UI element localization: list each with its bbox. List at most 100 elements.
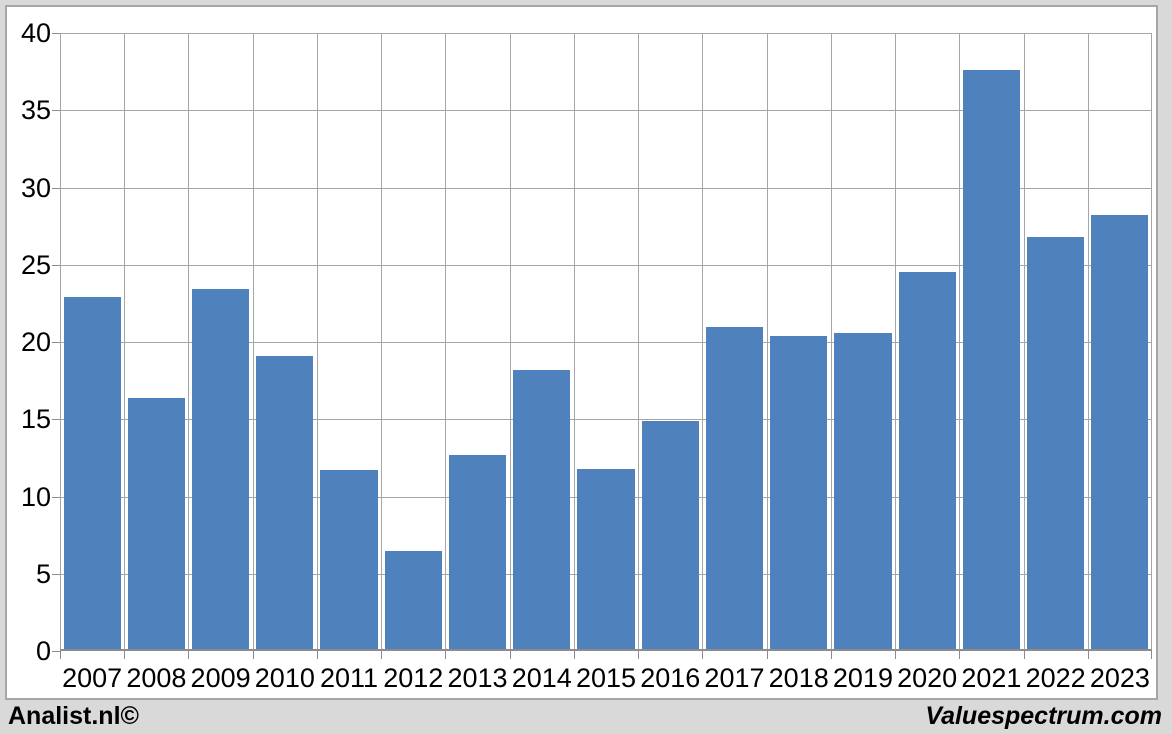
x-tick-15: [1023, 651, 1025, 659]
x-axis-label-2020: 2020: [897, 663, 958, 693]
bar-2007: [63, 297, 121, 651]
y-tick-25: [52, 264, 60, 266]
bar-2020: [898, 272, 956, 651]
x-tick-0: [60, 651, 61, 659]
y-axis-label-30: 30: [20, 172, 51, 203]
gridline-x-17: [1151, 33, 1152, 651]
bar-2014: [513, 369, 571, 651]
gridline-x-13: [895, 33, 897, 651]
x-tick-6: [445, 651, 447, 659]
bar-2012: [384, 550, 442, 651]
gridline-x-14: [959, 33, 961, 651]
analist-brand-text: Analist.nl©: [8, 701, 139, 730]
bar-2023: [1091, 215, 1149, 651]
x-axis: 2007 2008 2009 2010 2011 2012 2013 2014 2015 2016…: [60, 659, 1152, 697]
x-tick-2: [188, 651, 190, 659]
bar-2009: [192, 289, 250, 651]
y-tick-0: [52, 651, 60, 652]
gridline-x-5: [381, 33, 383, 651]
gridline-x-0: [60, 33, 61, 651]
y-axis-label-15: 15: [20, 404, 51, 435]
x-tick-8: [573, 651, 575, 659]
x-axis-label-2016: 2016: [640, 663, 701, 693]
x-axis-label-2010: 2010: [254, 663, 315, 693]
x-tick-13: [895, 651, 897, 659]
gridline-x-4: [316, 33, 318, 651]
bar-2015: [577, 468, 635, 651]
chart-panel: 0 5 10 15 20 25 30 35 40 2007 2008 2009 2010 2011 201…: [5, 5, 1158, 700]
x-tick-5: [381, 651, 383, 659]
x-axis-label-2007: 2007: [62, 663, 123, 693]
footer-bar: Analist.nl© Valuespectrum.com: [0, 700, 1172, 734]
y-tick-15: [52, 419, 60, 421]
x-tick-17: [1151, 651, 1152, 659]
gridline-x-3: [252, 33, 254, 651]
bar-2017: [705, 326, 764, 651]
gridline-y-15: [60, 419, 1152, 421]
bar-2021: [962, 70, 1020, 651]
y-axis-label-40: 40: [20, 18, 51, 48]
bar-2011: [320, 470, 378, 651]
gridline-x-11: [766, 33, 768, 651]
valuespectrum-brand-text: Valuespectrum.com: [925, 701, 1162, 730]
x-tick-9: [638, 651, 640, 659]
x-tick-12: [830, 651, 832, 659]
bar-2010: [256, 355, 314, 651]
y-tick-35: [52, 110, 60, 112]
x-tick-14: [959, 651, 961, 659]
x-axis-label-2022: 2022: [1025, 663, 1086, 693]
y-axis-label-25: 25: [20, 249, 51, 280]
gridline-x-10: [702, 33, 704, 651]
bar-2013: [448, 454, 507, 651]
x-tick-16: [1087, 651, 1089, 659]
gridline-x-9: [638, 33, 640, 651]
gridline-x-1: [124, 33, 126, 651]
x-tick-10: [702, 651, 704, 659]
x-axis-label-2014: 2014: [511, 663, 572, 693]
x-axis-label-2009: 2009: [190, 663, 251, 693]
y-axis-label-35: 35: [20, 95, 51, 126]
bar-2022: [1027, 236, 1085, 651]
gridline-x-2: [188, 33, 190, 651]
x-tick-4: [316, 651, 318, 659]
y-axis-label-0: 0: [35, 636, 51, 666]
gridline-x-12: [830, 33, 832, 651]
bar-2019: [834, 332, 892, 651]
x-axis-label-2021: 2021: [961, 663, 1022, 693]
x-axis-label-2015: 2015: [575, 663, 637, 693]
gridline-x-15: [1023, 33, 1025, 651]
x-tick-7: [509, 651, 511, 659]
x-tick-1: [124, 651, 126, 659]
gridline-x-8: [573, 33, 575, 651]
x-axis-label-2008: 2008: [126, 663, 187, 693]
gridline-x-6: [445, 33, 447, 651]
gridline-y-35: [60, 110, 1152, 112]
y-tick-40: [52, 33, 60, 34]
gridline-y-20: [60, 342, 1152, 343]
gridline-x-7: [509, 33, 511, 651]
bar-2016: [641, 420, 699, 651]
x-axis-label-2023: 2023: [1089, 663, 1150, 693]
gridline-y-30: [60, 187, 1152, 189]
y-axis-label-5: 5: [35, 558, 51, 589]
y-tick-20: [52, 342, 60, 343]
y-tick-10: [52, 496, 60, 498]
gridline-y-25: [60, 264, 1152, 266]
y-tick-30: [52, 187, 60, 189]
x-axis-line: [60, 649, 1152, 651]
x-axis-label-2019: 2019: [832, 663, 893, 693]
gridline-x-16: [1087, 33, 1089, 651]
x-axis-label-2011: 2011: [320, 663, 379, 693]
gridline-y-40: [60, 33, 1152, 34]
x-tick-3: [252, 651, 254, 659]
x-tick-11: [766, 651, 768, 659]
y-axis: 0 5 10 15 20 25 30 35 40: [7, 19, 51, 665]
plot-area: [52, 33, 1152, 659]
y-axis-label-20: 20: [20, 327, 51, 357]
x-axis-label-2017: 2017: [704, 663, 765, 693]
y-axis-label-10: 10: [20, 481, 51, 512]
x-axis-label-2013: 2013: [447, 663, 508, 693]
x-axis-label-2012: 2012: [383, 663, 444, 693]
bar-2018: [770, 335, 828, 651]
bar-2008: [127, 397, 185, 651]
